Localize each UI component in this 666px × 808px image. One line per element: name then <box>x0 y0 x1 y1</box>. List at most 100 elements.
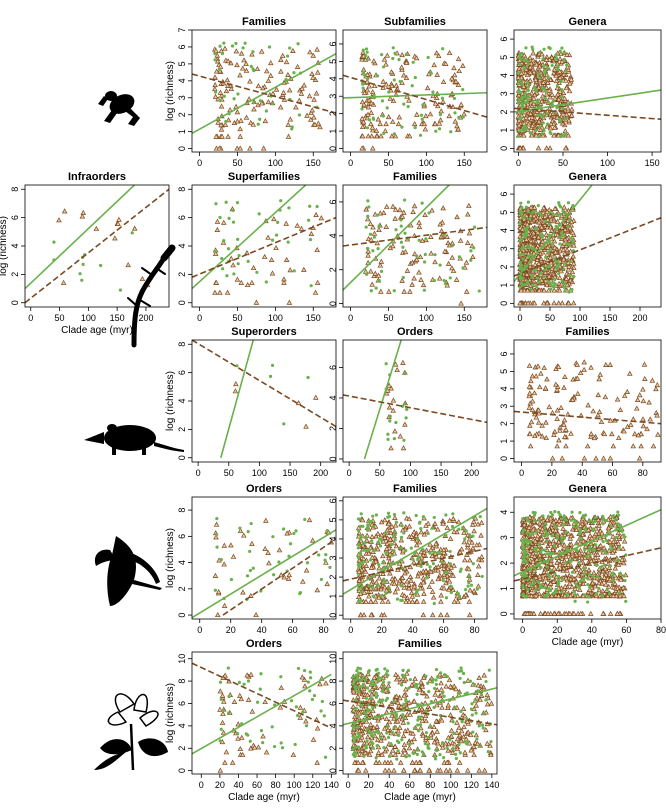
green-point <box>576 525 580 529</box>
green-point <box>221 267 225 271</box>
x-tick-label: 80 <box>470 625 480 635</box>
green-point <box>526 88 530 92</box>
green-point <box>549 568 553 572</box>
green-point <box>618 591 622 595</box>
brown-point <box>515 74 522 80</box>
brown-trend-line <box>192 73 336 114</box>
brown-point <box>585 402 591 408</box>
green-point <box>229 577 234 582</box>
brown-point <box>309 537 316 543</box>
brown-point <box>378 586 384 592</box>
green-point <box>359 561 363 565</box>
brown-point <box>219 133 225 139</box>
y-tick-label: 5 <box>328 59 338 64</box>
green-point <box>323 558 327 562</box>
brown-point <box>615 561 622 567</box>
y-tick-label: 6 <box>328 365 338 370</box>
green-point <box>227 694 231 699</box>
green-point <box>572 590 576 594</box>
green-point <box>524 537 528 541</box>
brown-point <box>454 214 460 220</box>
green-point <box>357 586 361 590</box>
green-point <box>442 278 446 283</box>
brown-point <box>547 213 553 219</box>
green-point <box>527 62 531 66</box>
brown-point <box>214 52 221 58</box>
y-tick-label: 8 <box>177 342 187 347</box>
brown-point <box>563 426 569 432</box>
green-point <box>410 84 414 88</box>
brown-point <box>265 549 271 555</box>
y-axis-label: log (richness) <box>165 683 176 743</box>
green-point <box>213 249 217 254</box>
plot-area <box>514 45 661 151</box>
green-point <box>404 371 408 376</box>
green-point <box>517 98 521 102</box>
brown-point <box>433 94 440 100</box>
brown-point <box>544 251 550 257</box>
panel-frame <box>191 496 337 620</box>
green-point <box>383 580 387 585</box>
brown-point <box>364 87 371 93</box>
brown-point <box>456 759 463 765</box>
brown-point <box>249 540 255 546</box>
brown-point <box>523 114 529 120</box>
brown-point <box>524 271 530 277</box>
y-tick-label: 2 <box>328 575 338 580</box>
green-point <box>301 710 305 714</box>
brown-point <box>237 745 244 752</box>
green-point <box>419 564 423 569</box>
green-point <box>405 407 409 411</box>
x-tick-label: 50 <box>383 313 393 323</box>
green-point <box>521 252 526 256</box>
brown-point <box>273 86 280 92</box>
x-axis: 0 20 40 60 80 <box>197 619 329 635</box>
green-point <box>562 267 566 271</box>
brown-point <box>265 234 271 240</box>
brown-point <box>585 589 591 595</box>
brown-point <box>234 62 240 68</box>
brown-point <box>578 610 584 616</box>
green-trend-line <box>514 185 593 283</box>
brown-point <box>551 132 557 138</box>
brown-point <box>382 767 389 773</box>
brown-point <box>556 517 563 523</box>
panel-title: Families <box>393 483 437 495</box>
green-point <box>395 597 400 601</box>
green-point <box>235 364 239 368</box>
green-point <box>272 573 276 577</box>
green-point <box>548 222 552 226</box>
brown-point <box>455 56 462 62</box>
green-point <box>432 515 436 520</box>
green-point <box>529 288 533 292</box>
brown-point <box>624 388 631 395</box>
green-point <box>581 515 585 520</box>
brown-point <box>367 588 374 594</box>
brown-point <box>287 267 293 273</box>
brown-point <box>533 574 539 580</box>
brown-point <box>421 590 427 596</box>
green-point <box>218 680 223 684</box>
green-point <box>526 81 530 85</box>
brown-point <box>390 243 396 249</box>
brown-point <box>442 60 449 66</box>
brown-point <box>438 108 445 114</box>
green-point <box>438 112 443 117</box>
green-point <box>535 284 539 289</box>
brown-point <box>441 571 447 577</box>
brown-point <box>392 133 399 139</box>
green-point <box>423 252 427 257</box>
green-point <box>231 220 236 224</box>
green-point <box>381 114 385 118</box>
plot-area <box>514 185 661 306</box>
green-point <box>578 528 583 532</box>
green-point <box>259 589 263 593</box>
brown-point <box>621 392 628 398</box>
green-point <box>545 265 549 269</box>
green-point <box>440 96 445 100</box>
brown-point <box>376 226 382 232</box>
brown-point <box>385 520 392 526</box>
brown-point <box>301 82 307 88</box>
brown-point <box>451 598 458 604</box>
green-point <box>556 578 560 583</box>
